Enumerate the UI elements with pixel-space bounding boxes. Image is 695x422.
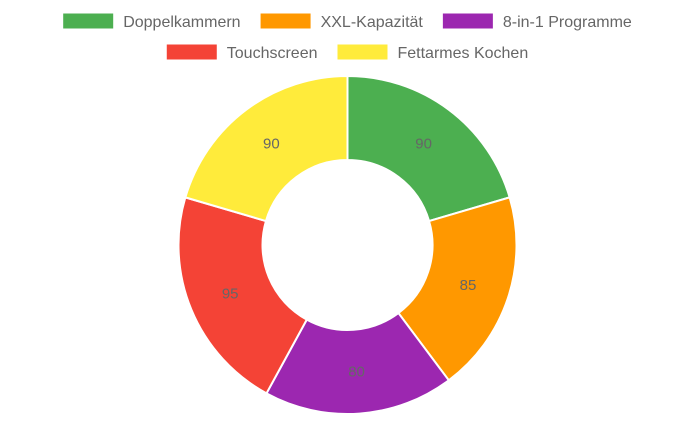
slice-value-8-in-1-programme: 80	[348, 364, 365, 381]
legend-item-doppelkammern[interactable]: Doppelkammern	[63, 13, 241, 32]
slice-value-xxl-kapazit-t: 85	[460, 277, 477, 294]
legend-item-touchscreen[interactable]: Touchscreen	[166, 44, 318, 63]
legend-label-touchscreen: Touchscreen	[227, 45, 318, 62]
slice-value-fettarmes-kochen: 90	[263, 135, 280, 152]
legend-label-doppelkammern: Doppelkammern	[123, 14, 240, 31]
slice-value-doppelkammern: 90	[415, 135, 432, 152]
slice-fettarmes-kochen[interactable]	[184, 74, 349, 223]
legend-label-xxl-kapazit-t: XXL-Kapazität	[321, 14, 424, 31]
legend-item-fettarmes-kochen[interactable]: Fettarmes Kochen	[337, 44, 528, 63]
slice-value-touchscreen: 95	[222, 286, 239, 303]
legend-swatch-fettarmes-kochen	[337, 44, 388, 60]
legend-item-8-in-1-programme[interactable]: 8-in-1 Programme	[442, 13, 632, 32]
slice-touchscreen[interactable]	[177, 196, 309, 395]
slice-xxl-kapazit-t[interactable]	[397, 196, 518, 382]
legend-item-xxl-kapazit-t[interactable]: XXL-Kapazität	[260, 13, 424, 32]
legend-label-8-in-1-programme: 8-in-1 Programme	[503, 14, 632, 31]
legend-swatch-xxl-kapazit-t	[260, 13, 311, 29]
slice-8-in-1-programme[interactable]	[265, 311, 451, 415]
chart-slices	[177, 74, 518, 415]
slice-labels: 90 85 80 95 90	[222, 135, 477, 380]
legend-label-fettarmes-kochen: Fettarmes Kochen	[397, 45, 528, 62]
slice-doppelkammern[interactable]	[346, 74, 511, 223]
legend: Doppelkammern XXL-Kapazität 8-in-1 Program…	[63, 13, 632, 63]
legend-swatch-doppelkammern	[63, 13, 114, 29]
legend-swatch-touchscreen	[166, 44, 217, 60]
legend-swatch-8-in-1-programme	[442, 13, 493, 29]
